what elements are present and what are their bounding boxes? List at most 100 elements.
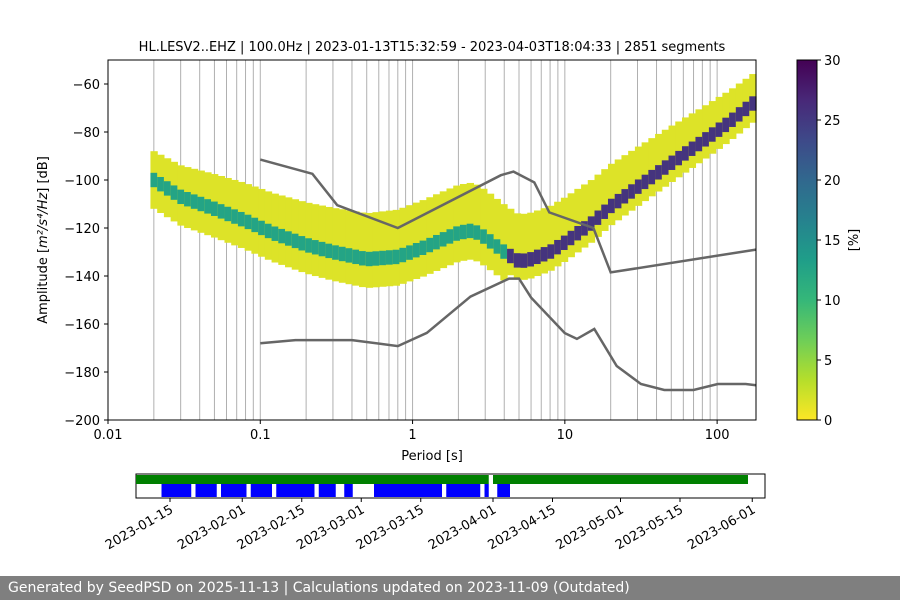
density-cell xyxy=(547,205,555,271)
density-cell xyxy=(601,169,609,231)
density-cell xyxy=(332,208,340,282)
density-cell xyxy=(655,133,663,192)
mode-cell xyxy=(708,127,717,142)
mode-cell xyxy=(493,239,501,254)
x-axis-label: Period [s] xyxy=(401,449,463,464)
footer-status: Generated by SeedPSD on 2025-11-13 | Cal… xyxy=(0,576,900,600)
mode-cell xyxy=(601,204,609,219)
colorbar-tick-label: 5 xyxy=(824,354,832,369)
y-tick-label: −60 xyxy=(73,78,100,93)
density-cell xyxy=(581,184,589,248)
density-cell xyxy=(466,182,475,260)
density-cell xyxy=(668,125,676,182)
density-cell xyxy=(621,155,629,216)
colorbar-scale xyxy=(796,59,818,421)
density-cell xyxy=(587,180,596,243)
mode-cell xyxy=(204,199,212,214)
density-cell xyxy=(681,117,690,173)
mode-cell xyxy=(480,229,488,244)
density-cell xyxy=(439,191,448,269)
density-cell xyxy=(399,207,407,284)
mode-cell xyxy=(258,220,266,236)
mode-cell xyxy=(412,243,421,258)
density-cell xyxy=(695,109,703,164)
mode-cell xyxy=(237,211,246,227)
density-cell xyxy=(520,213,528,280)
mode-cell xyxy=(338,246,347,262)
mode-cell xyxy=(574,225,582,241)
mode-cell xyxy=(648,169,656,185)
available-bar xyxy=(493,475,748,484)
mode-cell xyxy=(641,174,649,190)
mode-cell xyxy=(513,253,522,268)
mode-cell xyxy=(661,160,670,175)
density-cell xyxy=(628,150,636,211)
mode-cell xyxy=(244,214,252,230)
mode-cell xyxy=(500,244,508,259)
density-cell xyxy=(574,188,582,253)
density-cell xyxy=(486,193,495,271)
mode-cell xyxy=(681,146,690,161)
mode-cell xyxy=(184,192,192,207)
density-cell xyxy=(702,105,710,159)
mode-cell xyxy=(365,251,374,267)
mode-cell xyxy=(311,240,320,255)
x-tick-label: 0.01 xyxy=(94,428,123,443)
mode-cell xyxy=(345,248,353,263)
colorbar-label: [%] xyxy=(847,229,862,252)
mode-cell xyxy=(722,117,730,133)
density-cell xyxy=(446,188,454,266)
colorbar-tick-label: 30 xyxy=(824,54,841,69)
timeline-tick-label: 2023-05-15 xyxy=(613,502,686,553)
density-cell xyxy=(540,208,549,274)
mode-cell xyxy=(419,240,427,255)
mode-cell xyxy=(655,165,663,180)
mode-cell xyxy=(473,225,481,240)
density-cell xyxy=(453,185,461,263)
density-cell xyxy=(648,138,656,197)
density-cell xyxy=(527,212,535,279)
mode-cell xyxy=(439,232,448,247)
mode-cell xyxy=(688,141,697,156)
y-axis-label-prefix: Amplitude [ xyxy=(36,248,51,324)
psd-density xyxy=(150,74,757,288)
mode-cell xyxy=(453,226,461,241)
mode-cell xyxy=(628,184,636,199)
density-cell xyxy=(500,204,508,281)
mode-cell xyxy=(406,245,414,260)
x-tick-label: 10 xyxy=(557,428,574,443)
mode-cell xyxy=(621,189,629,204)
mode-cell xyxy=(433,234,441,250)
mode-cell xyxy=(547,244,555,259)
mode-cell xyxy=(459,224,468,240)
mode-cell xyxy=(749,96,757,111)
colorbar-tick-label: 10 xyxy=(824,294,841,309)
mode-cell xyxy=(318,241,326,257)
density-cell xyxy=(567,193,575,258)
mode-cell xyxy=(634,179,643,194)
mode-cell xyxy=(332,245,340,260)
density-cell xyxy=(554,201,562,267)
mode-cell xyxy=(372,251,380,266)
mode-cell xyxy=(359,251,367,266)
mode-cell xyxy=(264,223,273,239)
y-axis: −60 −80 −100 −120 −140 −160 −180 −200 xyxy=(64,78,108,429)
mode-cell xyxy=(554,239,562,255)
available-bar xyxy=(136,475,489,484)
timeline-tick-label: 2023-04-15 xyxy=(486,502,559,553)
colorbar-tick-label: 15 xyxy=(824,234,841,249)
density-cell xyxy=(352,211,360,286)
mode-cell xyxy=(715,122,723,137)
mode-cell xyxy=(231,209,239,224)
density-cell xyxy=(338,209,347,283)
density-cell xyxy=(379,211,387,287)
mode-cell xyxy=(560,235,569,250)
mode-cell xyxy=(540,247,549,262)
mode-cell xyxy=(392,249,400,265)
mode-cell xyxy=(702,132,710,147)
x-axis: 0.01 0.1 1 10 100 xyxy=(94,420,730,443)
y-tick-label: −180 xyxy=(64,366,100,381)
density-cell xyxy=(433,194,441,271)
nlnm-line xyxy=(260,277,757,392)
density-cell xyxy=(513,213,522,280)
